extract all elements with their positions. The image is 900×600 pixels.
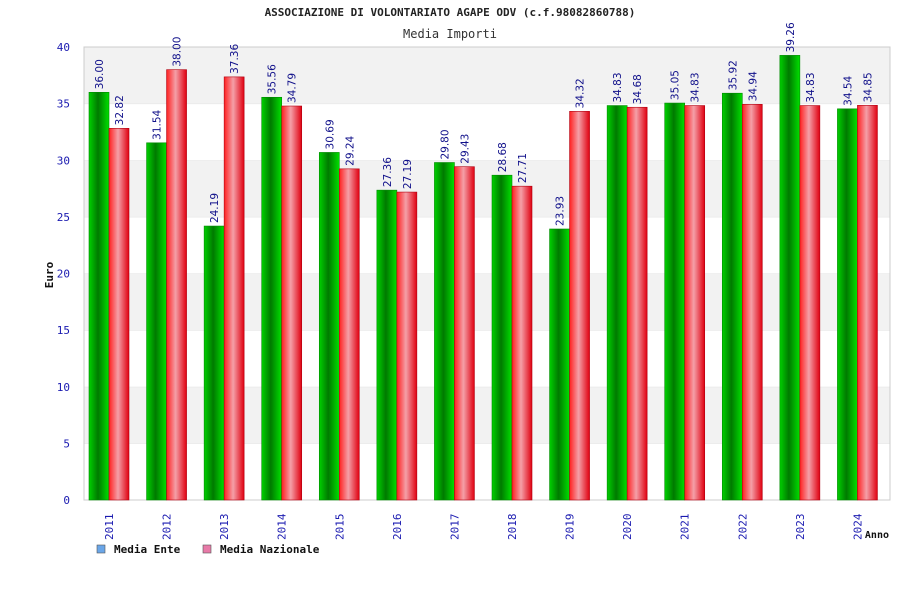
bar-media-nazionale (626, 106, 648, 501)
x-tick-label: 2019 (564, 514, 577, 541)
y-tick-label: 15 (57, 324, 70, 337)
x-tick-label: 2011 (103, 514, 116, 541)
data-label: 37.36 (229, 44, 241, 74)
data-label: 24.19 (209, 193, 221, 223)
bar-media-ente (261, 96, 283, 501)
grid-band (84, 160, 890, 217)
legend: Media Ente Media Nazionale (96, 543, 320, 556)
bar-media-ente (491, 174, 513, 501)
x-tick-label: 2021 (679, 514, 692, 541)
data-label: 34.79 (287, 73, 299, 103)
data-label: 27.71 (517, 153, 529, 183)
legend-label: Media Ente (114, 543, 181, 556)
data-label: 32.82 (114, 95, 126, 125)
data-label: 34.32 (575, 78, 587, 108)
bar-media-nazionale (281, 105, 303, 501)
x-tick-label: 2018 (506, 514, 519, 541)
bar-media-ente (779, 55, 801, 501)
bar-media-ente (146, 142, 167, 501)
chart-title: ASSOCIAZIONE DI VOLONTARIATO AGAPE ODV (… (265, 6, 636, 19)
x-tick-label: 2015 (333, 514, 346, 541)
y-tick-label: 25 (57, 211, 70, 224)
data-label: 23.93 (555, 196, 567, 226)
data-label: 29.80 (439, 129, 451, 159)
data-label: 31.54 (152, 109, 164, 139)
legend-swatch (96, 544, 106, 554)
bar-media-nazionale (108, 128, 130, 501)
x-axis-label: Anno (865, 530, 889, 541)
grid-band (84, 47, 890, 104)
bar-media-ente (434, 162, 455, 501)
y-tick-label: 40 (57, 41, 70, 54)
x-tick-label: 2024 (851, 513, 864, 540)
bar-media-nazionale (166, 69, 187, 501)
x-axis-ticks: 2011 2012 2013 2014 2015 2016 2017 2018 2019 2020… (103, 513, 864, 540)
y-tick-label: 30 (57, 154, 70, 167)
y-axis-ticks: 0 5 10 15 20 25 30 35 40 (57, 41, 70, 507)
bar-media-nazionale (741, 104, 763, 501)
x-tick-label: 2023 (794, 514, 807, 541)
data-label: 35.05 (670, 70, 682, 100)
bar-media-ente (606, 105, 628, 501)
bar-media-ente (721, 92, 743, 501)
bar-media-nazionale (569, 111, 590, 501)
bar-media-ente (376, 189, 398, 501)
y-tick-label: 10 (57, 381, 70, 394)
x-tick-label: 2020 (621, 514, 634, 541)
bar-media-nazionale (857, 105, 878, 501)
data-label: 39.26 (785, 22, 797, 52)
data-label: 36.00 (94, 59, 106, 89)
data-label: 27.36 (382, 157, 394, 187)
bar-media-nazionale (684, 105, 706, 501)
bar-media-ente (88, 92, 110, 501)
bar-media-ente (549, 228, 570, 501)
data-label: 28.68 (497, 142, 509, 172)
data-label: 34.85 (862, 72, 874, 102)
data-label: 30.69 (324, 119, 336, 149)
legend-label: Media Nazionale (220, 543, 320, 556)
data-label: 27.19 (402, 159, 414, 189)
data-label: 35.92 (727, 60, 739, 90)
plot-area-border (83, 46, 891, 501)
data-label: 35.56 (267, 64, 279, 94)
y-tick-label: 0 (63, 494, 70, 507)
data-label: 34.94 (747, 71, 759, 101)
data-label: 34.54 (842, 75, 854, 105)
legend-swatch (202, 544, 212, 554)
bar-media-nazionale (799, 105, 821, 501)
data-label: 38.00 (172, 37, 184, 67)
x-tick-label: 2012 (161, 514, 174, 541)
bar-media-ente (837, 108, 858, 501)
data-label: 34.83 (805, 72, 817, 102)
x-tick-label: 2022 (736, 514, 749, 541)
data-label: 29.43 (459, 134, 471, 164)
x-tick-label: 2014 (276, 513, 289, 540)
grid-band (84, 103, 890, 161)
y-tick-label: 20 (57, 268, 70, 281)
y-axis-label: Euro (43, 261, 56, 288)
x-tick-label: 2013 (218, 514, 231, 541)
bar-media-nazionale (454, 166, 475, 501)
data-label: 34.68 (632, 74, 644, 104)
bar-media-ente (664, 102, 686, 501)
x-tick-label: 2017 (448, 514, 461, 541)
bar-media-ente (318, 152, 340, 501)
y-tick-label: 35 (57, 98, 70, 111)
data-label: 29.24 (344, 135, 356, 165)
bar-media-nazionale (396, 191, 418, 501)
data-label: 34.83 (690, 72, 702, 102)
bar-media-nazionale (511, 185, 533, 501)
bar-series: 36.00 31.54 24.19 35.56 30.69 27.36 29.80 28.68… (88, 22, 878, 501)
x-tick-label: 2016 (391, 514, 404, 541)
bar-media-nazionale (338, 168, 360, 501)
y-tick-label: 5 (63, 437, 70, 450)
data-label: 34.83 (612, 72, 624, 102)
bar-media-ente (203, 225, 225, 501)
chart-subtitle: Media Importi (403, 27, 497, 41)
bar-media-nazionale (223, 76, 245, 501)
